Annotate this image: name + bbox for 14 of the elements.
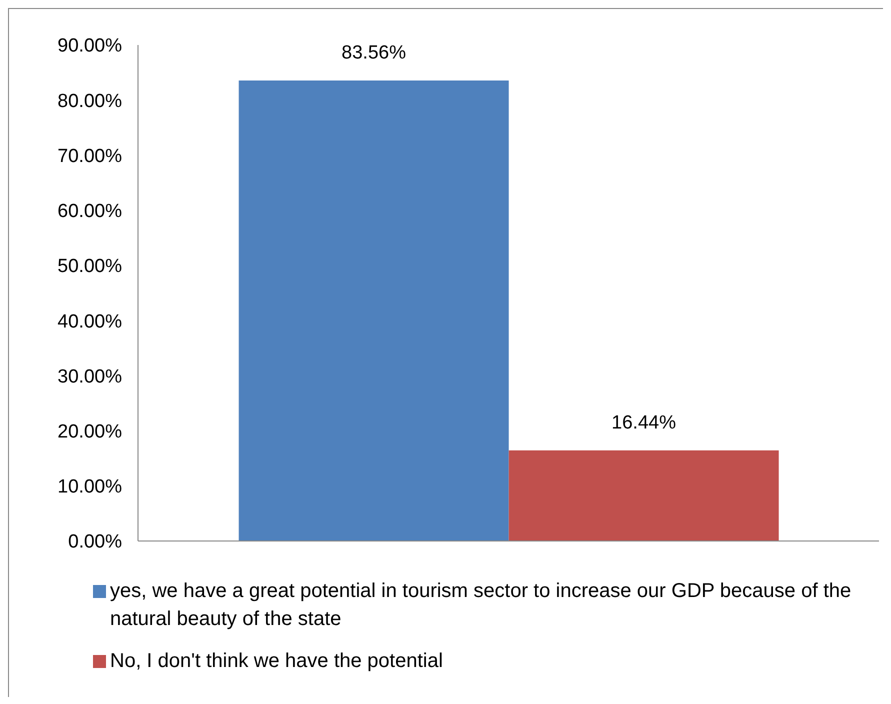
legend-label: yes, we have a great potential in tourism sector to increase our GDP because of the natural beauty of the state	[110, 579, 852, 632]
y-tick-label: 80.00%	[58, 90, 122, 112]
y-tick-label: 50.00%	[58, 256, 122, 278]
y-tick-label: 60.00%	[58, 201, 122, 222]
y-tick-label: 70.00%	[58, 146, 122, 167]
y-tick-label: 90.00%	[58, 36, 122, 57]
legend-label: No, I don't think we have the potential	[110, 649, 443, 674]
y-tick-label: 0.00%	[68, 532, 122, 553]
data-label: 16.44%	[612, 412, 676, 434]
y-tick-label: 40.00%	[58, 311, 122, 332]
y-tick-label: 10.00%	[58, 476, 122, 498]
y-tick-label: 30.00%	[58, 366, 122, 388]
y-tick-label: 20.00%	[58, 422, 122, 443]
data-label: 83.56%	[342, 42, 406, 64]
